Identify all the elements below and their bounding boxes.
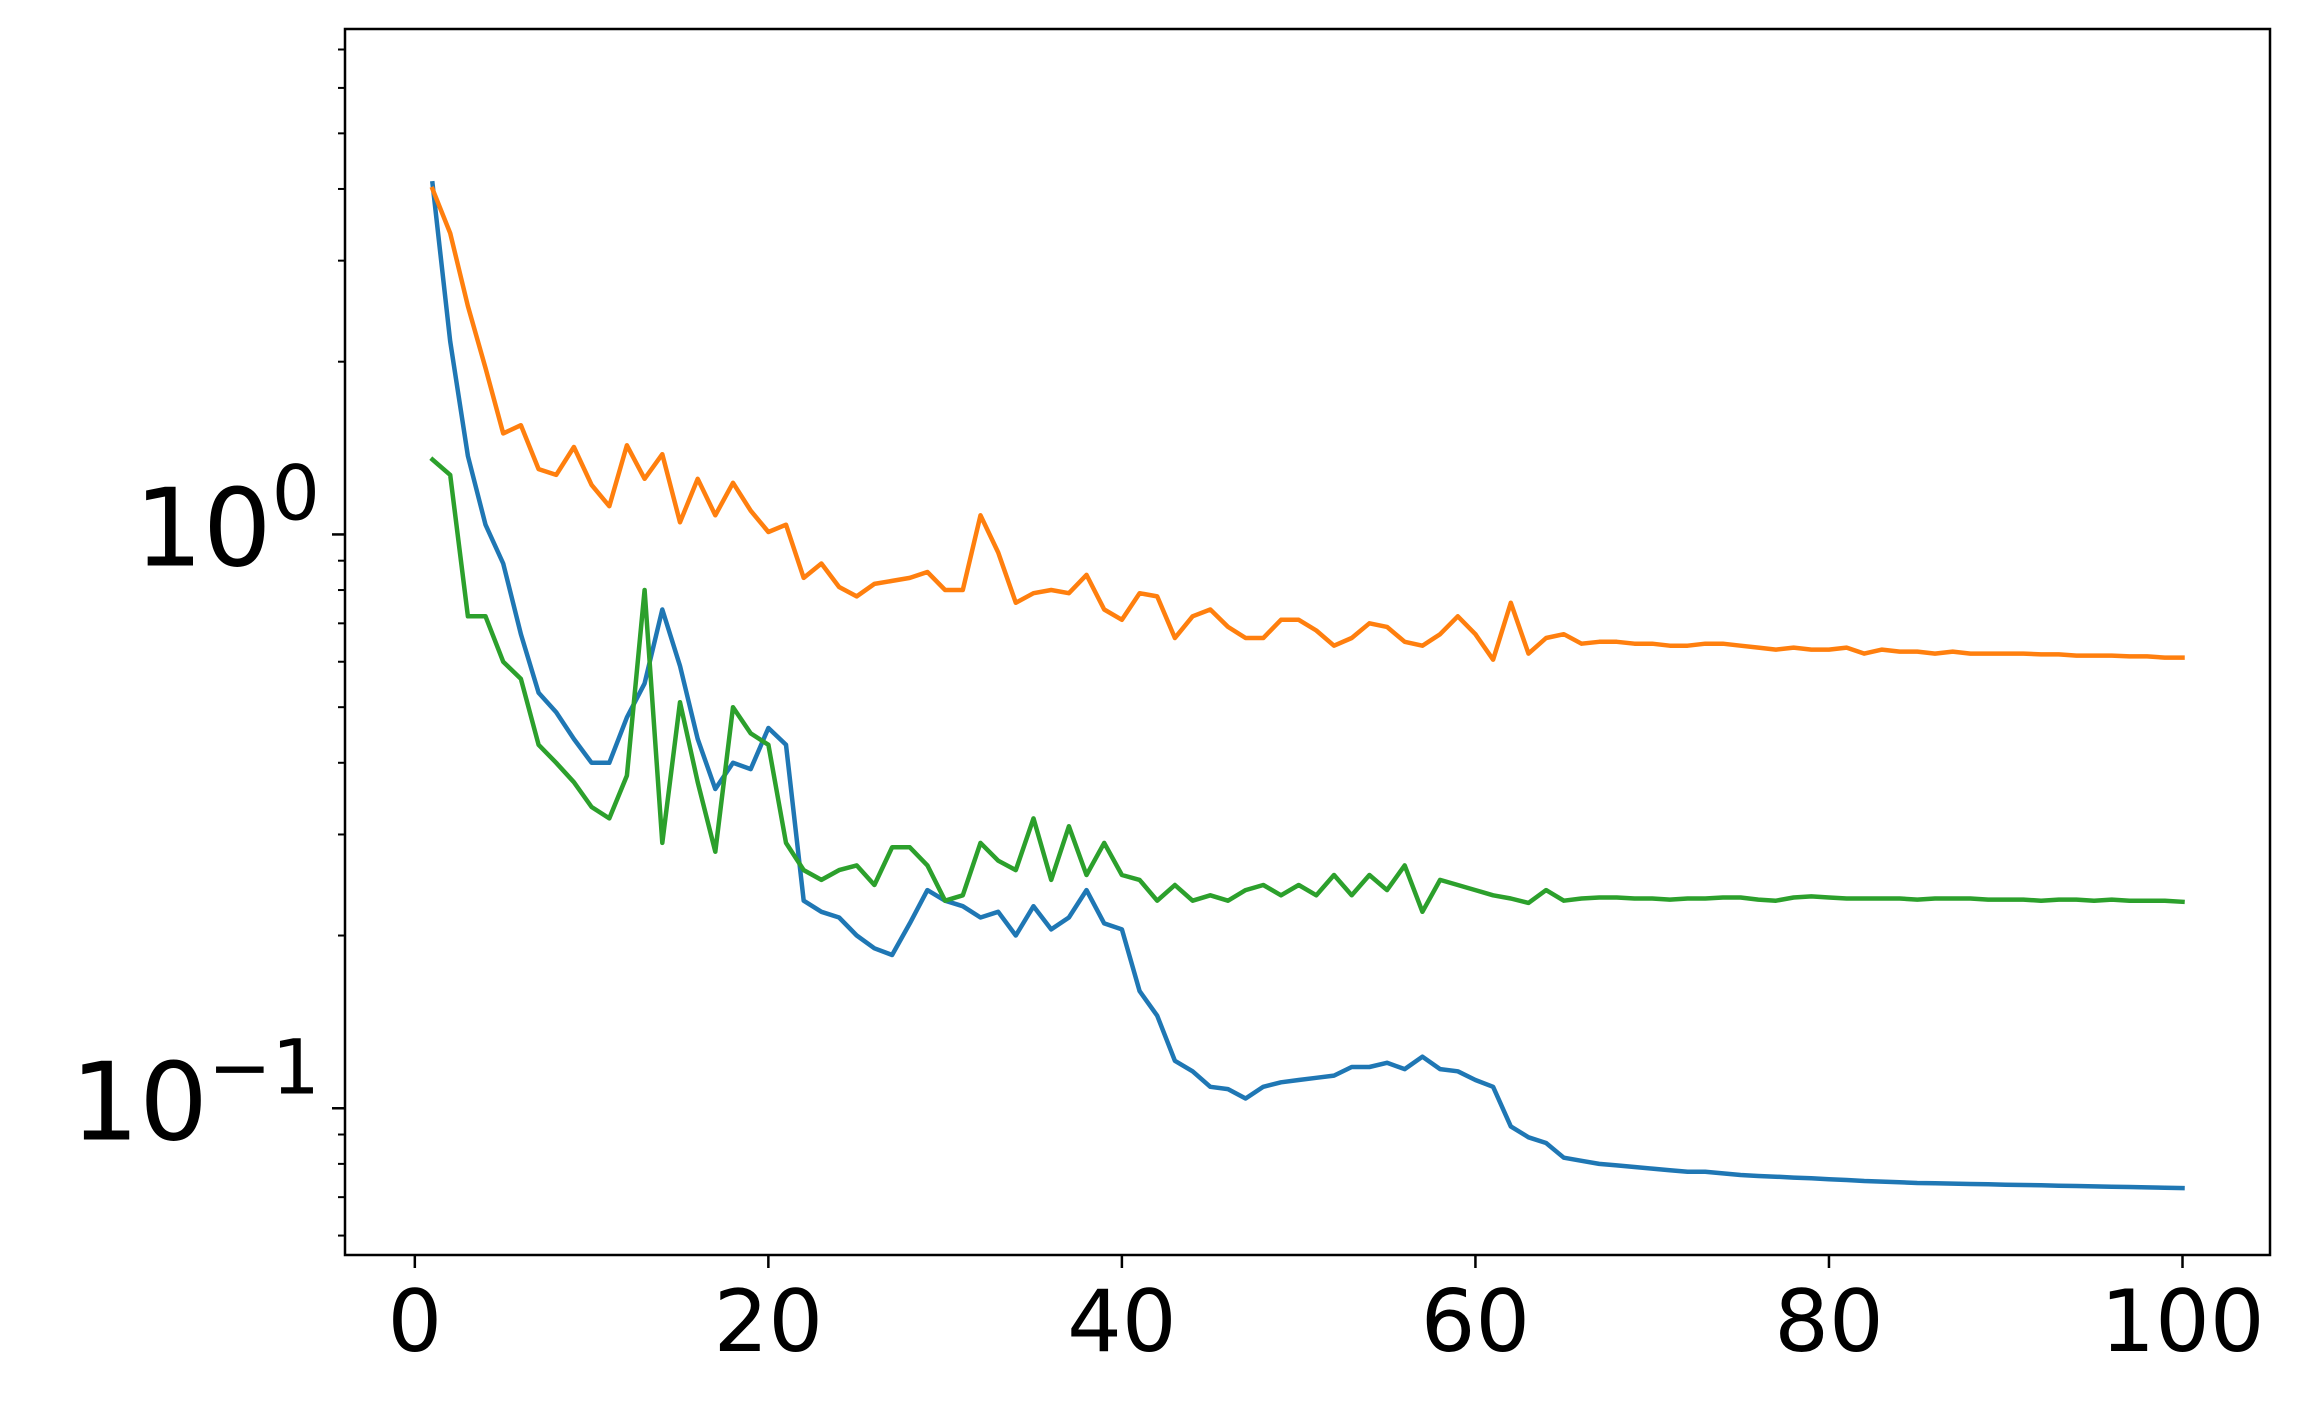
plot-background — [345, 29, 2270, 1255]
series-line-2 — [429, 186, 2185, 662]
y-tick-label: 10−1 — [71, 1022, 320, 1165]
x-tick-label: 60 — [1421, 1272, 1530, 1372]
x-tick-label: 40 — [1067, 1272, 1176, 1372]
series-line-3 — [429, 456, 2185, 915]
x-tick-label: 80 — [1774, 1272, 1883, 1372]
x-tick-label: 0 — [387, 1272, 442, 1372]
x-tick-label: 20 — [714, 1272, 823, 1372]
series-layer — [429, 180, 2185, 1191]
plot-frame — [343, 27, 2272, 1257]
y-tick-label: 100 — [134, 448, 320, 591]
x-tick-label: 100 — [2100, 1272, 2264, 1372]
axes-layer: 0 20 40 60 80 100 100 10−1 — [71, 48, 2265, 1372]
